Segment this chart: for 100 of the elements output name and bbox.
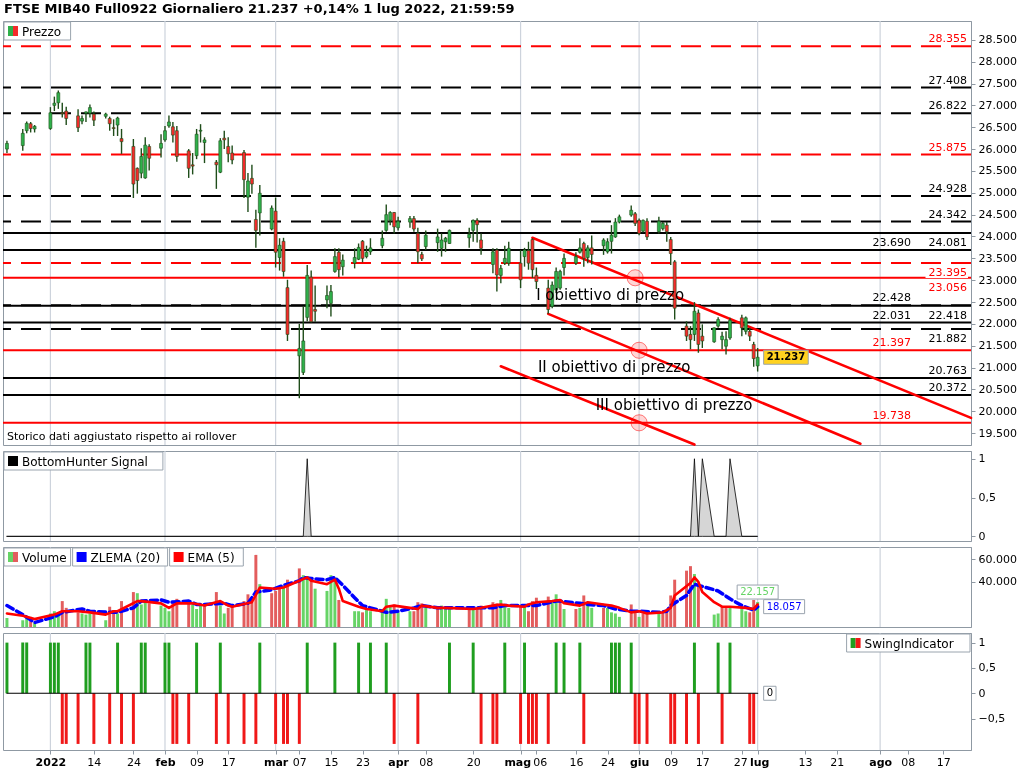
- bar: [218, 605, 222, 627]
- y-tick-label: 1: [978, 636, 986, 650]
- ref-line-label: 21.397: [872, 336, 911, 350]
- candlestick: [119, 128, 124, 155]
- data-label: 0: [766, 687, 774, 699]
- bar: [76, 612, 80, 627]
- bar: [297, 568, 301, 627]
- bar: [191, 604, 195, 627]
- candlestick: [20, 128, 25, 152]
- bar: [558, 601, 562, 627]
- bar: [226, 607, 230, 627]
- bar: [80, 613, 84, 627]
- data-label: 22.157: [740, 586, 776, 598]
- bar: [285, 579, 289, 627]
- bar: [195, 608, 199, 627]
- annotation: Storico dati aggiustato rispetto ai rollover: [7, 430, 237, 443]
- x-tick-label: 16: [569, 755, 584, 768]
- x-tick-label: apr: [388, 755, 410, 768]
- bar: [740, 607, 744, 627]
- bar: [159, 605, 163, 627]
- y-tick-label: 0: [978, 686, 986, 700]
- x-tick-label: 15: [324, 755, 339, 768]
- x-tick-label: 14: [87, 755, 102, 768]
- bar: [147, 603, 151, 627]
- legend-label: BottomHunter Signal: [22, 454, 148, 469]
- x-tick-label: 07: [292, 755, 307, 768]
- bar: [357, 611, 361, 627]
- bar: [712, 614, 716, 627]
- bar: [84, 614, 88, 627]
- candlestick: [751, 341, 756, 368]
- bar: [408, 611, 412, 627]
- y-tick-label: 21.500: [978, 339, 1017, 353]
- candlestick: [506, 241, 511, 267]
- y-tick-label: 22.000: [978, 317, 1017, 331]
- candlestick: [518, 249, 523, 289]
- candlestick: [360, 239, 365, 263]
- bar: [562, 608, 566, 627]
- x-tick-label: 23: [356, 755, 371, 768]
- y-tick-label: −0,5: [978, 712, 1006, 726]
- x-tick-label: mar: [263, 755, 289, 768]
- ref-line-label: 22.031: [872, 308, 911, 322]
- y-tick-label: 22.500: [978, 295, 1017, 309]
- bar: [602, 607, 606, 627]
- bar: [274, 590, 278, 627]
- ref-line-label: 22.418: [928, 308, 967, 322]
- bar: [471, 608, 475, 627]
- y-tick-label: 20.500: [978, 382, 1017, 396]
- x-tick-label: 17: [221, 755, 236, 768]
- candlestick: [582, 241, 586, 268]
- bar: [436, 607, 440, 627]
- y-tick-label: 26.000: [978, 142, 1017, 156]
- bar: [578, 607, 582, 627]
- bar: [606, 607, 609, 627]
- bar: [278, 588, 282, 627]
- x-tick-label: ago: [869, 755, 893, 768]
- legend-label: ZLEMA (20): [90, 550, 161, 565]
- bar: [361, 612, 365, 627]
- bar: [637, 616, 641, 627]
- bar: [396, 612, 400, 627]
- x-tick-label: giu: [629, 755, 650, 768]
- candlestick: [352, 247, 357, 270]
- bar: [609, 612, 613, 627]
- x-tick-label: 24: [601, 755, 616, 768]
- bar: [424, 607, 428, 627]
- bar: [313, 588, 317, 627]
- y-tick-label: 28.500: [978, 33, 1017, 47]
- bar: [199, 605, 203, 627]
- y-tick-label: 25.000: [978, 186, 1017, 200]
- ref-line-label: 23.690: [872, 236, 911, 250]
- bar: [744, 611, 748, 627]
- y-tick-label: 23.500: [978, 251, 1017, 265]
- legend-label: Volume: [22, 550, 67, 565]
- bar: [696, 586, 700, 627]
- candlestick: [84, 110, 88, 123]
- y-tick-label: 26.500: [978, 120, 1017, 134]
- text: 21.237: [766, 351, 806, 363]
- candlestick: [740, 314, 744, 337]
- bar: [507, 607, 511, 627]
- x-tick-label: 08: [901, 755, 916, 768]
- bar: [282, 587, 285, 627]
- bar: [724, 606, 728, 627]
- x-tick-label: 27: [733, 755, 748, 768]
- bar: [368, 611, 372, 627]
- x-tick-label: 20: [466, 755, 481, 768]
- bar: [230, 605, 234, 627]
- candlestick: [48, 106, 53, 131]
- y-tick-label: 40.000: [978, 575, 1017, 589]
- ref-line-label: 22.428: [872, 291, 911, 305]
- x-tick-label: 09: [664, 755, 679, 768]
- candlestick: [439, 232, 444, 258]
- x-tick-label: 2022: [35, 755, 67, 768]
- ref-line-label: 23.395: [928, 265, 967, 279]
- y-tick-label: 0,5: [978, 661, 996, 675]
- y-tick-label: 21.000: [978, 361, 1017, 375]
- candlestick: [297, 323, 302, 399]
- ref-line-label: 21.882: [928, 332, 967, 346]
- bar: [365, 610, 368, 627]
- candlestick: [337, 247, 341, 278]
- y-tick-label: 24.500: [978, 208, 1017, 222]
- ref-line-label: 26.822: [928, 99, 967, 113]
